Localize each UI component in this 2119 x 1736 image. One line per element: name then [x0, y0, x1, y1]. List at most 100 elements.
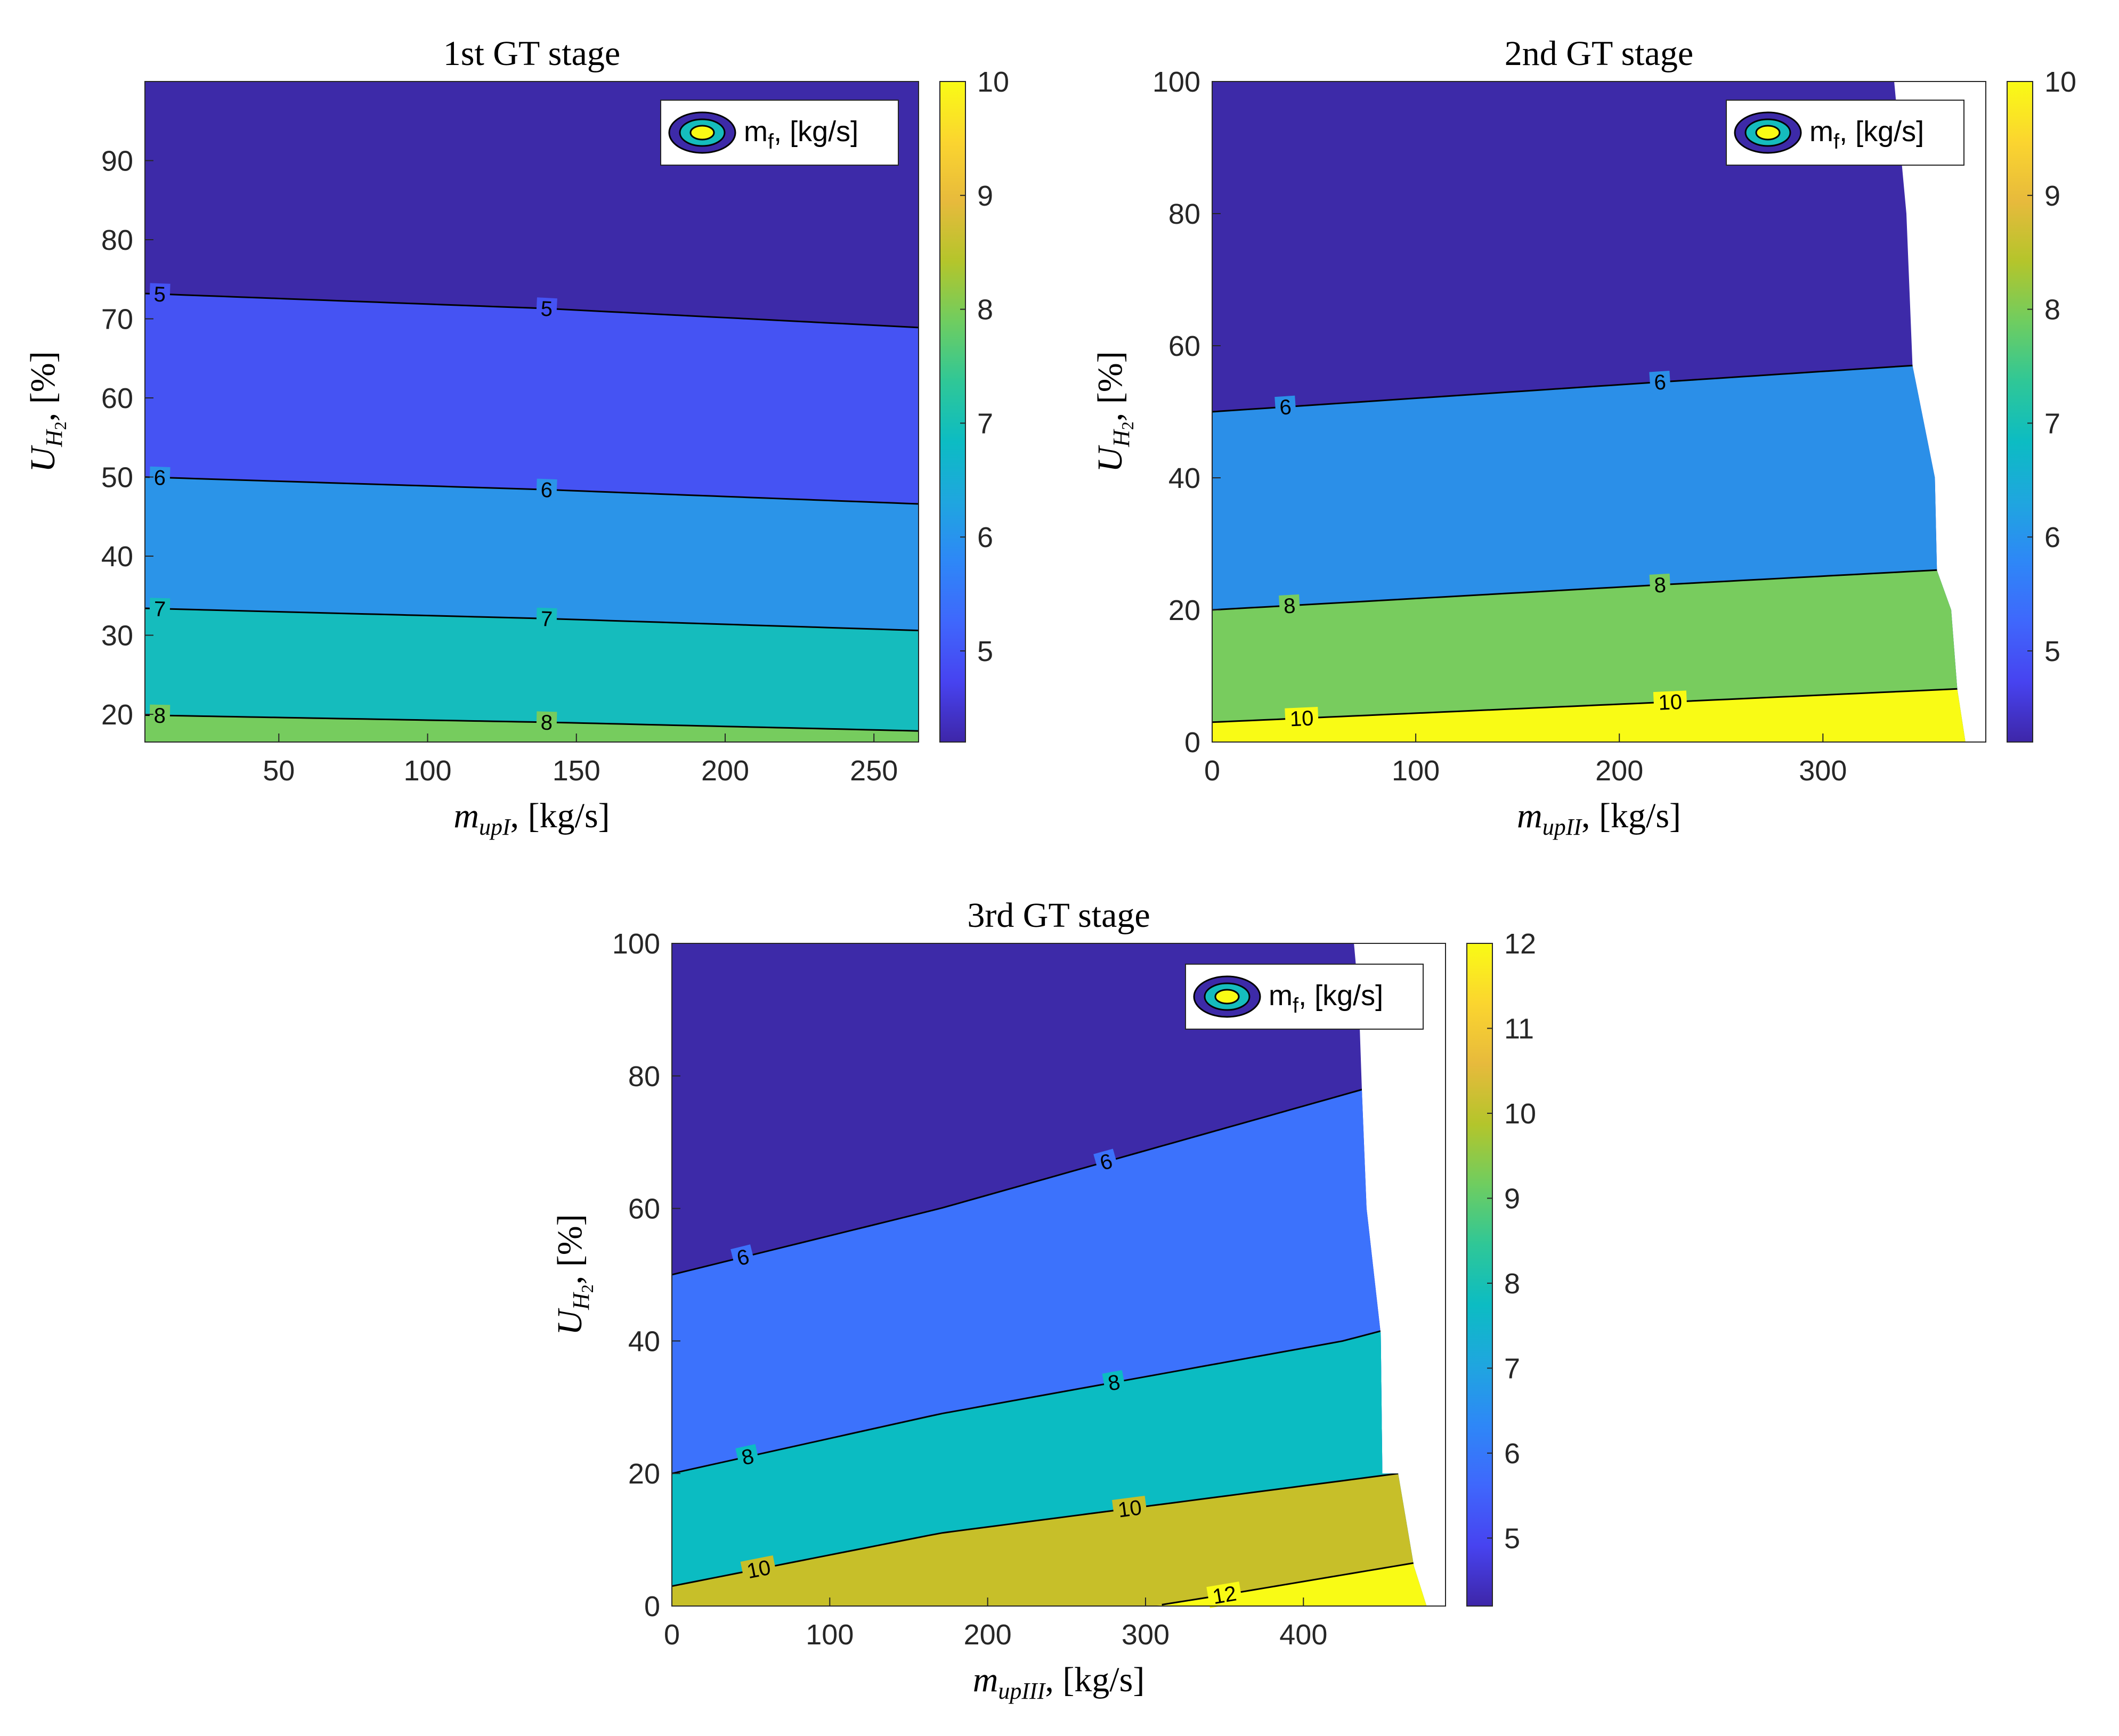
contour-band-3: [1212, 687, 1966, 742]
colorbar-tick-label: 6: [2044, 521, 2060, 553]
y-tick-label: 40: [101, 541, 133, 573]
colorbar-gradient: [2007, 81, 2033, 743]
colorbar-tick-label: 6: [977, 521, 993, 553]
contour-label-bg: [1093, 1148, 1119, 1175]
contour-label: 8: [1283, 594, 1296, 618]
chart-title: 1st GT stage: [443, 34, 620, 73]
contour-label-bg: [1274, 395, 1296, 419]
x-tick-label: 300: [1799, 755, 1847, 787]
colorbar: 5 6 7 8 9 10 11 12: [1466, 928, 1536, 1607]
y-tick-label: 60: [628, 1193, 660, 1225]
y-tick-label: 20: [628, 1458, 660, 1490]
colorbar-tick-label: 9: [1504, 1183, 1520, 1215]
x-tick-label: 200: [964, 1619, 1012, 1651]
colorbar-tick-label: 10: [977, 66, 1009, 98]
y-tick-label: 70: [101, 304, 133, 336]
colorbar-gradient: [939, 81, 966, 743]
x-tick-label: 300: [1122, 1619, 1170, 1651]
x-axis: 50 100 150 200 250: [263, 733, 898, 787]
colorbar-tick-label: 7: [977, 407, 993, 439]
contour-label: 10: [1117, 1496, 1143, 1522]
contour-lines: [1212, 360, 1966, 723]
contour-label: 7: [153, 597, 166, 621]
x-tick-label: 150: [553, 755, 600, 787]
contour-label-bg: [1285, 707, 1319, 730]
legend-label: mf, [kg/s]: [1809, 116, 1924, 153]
contour-label-bg: [1102, 1370, 1126, 1395]
y-tick-label: 60: [101, 382, 133, 414]
legend-label: mf, [kg/s]: [744, 116, 858, 153]
y-axis-label: UH2, [%]: [23, 351, 70, 472]
x-tick-label: 100: [806, 1619, 854, 1651]
y-axis: 20 30 40 50 60 70 80 90: [101, 145, 153, 731]
y-tick-label: 80: [1168, 198, 1200, 230]
contour-label: 10: [1658, 690, 1683, 715]
colorbar-gradient: [1466, 943, 1493, 1607]
contour-label-bg: [149, 466, 171, 488]
contour-label-bg: [1649, 371, 1671, 394]
contour-line-8: [1212, 566, 1966, 611]
y-tick-label: 20: [101, 699, 133, 731]
y-tick-label: 80: [101, 224, 133, 256]
contour-line-6: [672, 1065, 1427, 1276]
contour-label-bg: [1653, 690, 1687, 714]
legend-label: mf, [kg/s]: [1269, 980, 1383, 1017]
chart-title: 2nd GT stage: [1505, 34, 1693, 73]
x-tick-label: 200: [1595, 755, 1643, 787]
contour-line-10: [1212, 687, 1966, 723]
colorbar-tick-label: 8: [1504, 1268, 1520, 1300]
y-tick-label: 0: [1184, 727, 1200, 759]
x-tick-label: 0: [664, 1619, 680, 1651]
y-tick-label: 30: [101, 620, 133, 652]
contour-label-bg: [735, 1444, 760, 1470]
legend-contour-icon-inner: [1214, 989, 1240, 1005]
y-tick-label: 40: [628, 1325, 660, 1357]
contour-fill: [672, 943, 1427, 1606]
contour-label: 5: [540, 297, 553, 321]
contour-line-8: [672, 1313, 1427, 1474]
colorbar: 5 6 7 8 9 10: [939, 66, 1009, 743]
plot-frame: [1212, 81, 1986, 743]
y-tick-label: 100: [612, 928, 660, 960]
contour-label: 6: [1653, 371, 1667, 395]
y-tick-label: 80: [628, 1061, 660, 1093]
colorbar-tick-label: 5: [2044, 635, 2060, 667]
contour-label: 10: [745, 1556, 773, 1584]
y-tick-label: 40: [1168, 462, 1200, 494]
contour-lines: [145, 292, 919, 732]
contour-label-bg: [536, 607, 557, 630]
colorbar-tick-label: 9: [977, 180, 993, 212]
y-axis-label: UH2, [%]: [1091, 351, 1137, 472]
contour-line-5: [145, 292, 919, 329]
contour-label: 7: [540, 607, 553, 631]
x-tick-label: 0: [1204, 755, 1220, 787]
contour-label: 6: [153, 466, 166, 490]
colorbar-tick-label: 11: [1504, 1013, 1534, 1045]
y-axis: 0 20 40 60 80 100: [612, 928, 680, 1623]
chart-title: 3rd GT stage: [967, 896, 1150, 935]
colorbar-tick-label: 12: [1504, 928, 1536, 960]
contour-label-bg: [536, 478, 557, 501]
x-axis-label: mupI, [kg/s]: [453, 796, 610, 840]
y-axis: 0 20 40 60 80 100: [1152, 66, 1221, 759]
contour-label: 8: [1653, 573, 1667, 597]
contour-label: 10: [1289, 706, 1314, 731]
x-tick-label: 100: [403, 755, 451, 787]
contour-label: 12: [1211, 1582, 1238, 1609]
contour-line-7: [145, 607, 919, 632]
colorbar-tick-label: 6: [1504, 1438, 1520, 1470]
colorbar-tick-label: 7: [1504, 1352, 1520, 1384]
colorbar-tick-label: 9: [2044, 180, 2060, 212]
x-tick-label: 400: [1279, 1619, 1327, 1651]
contour-line-8: [145, 714, 919, 732]
contour-band-3: [145, 608, 919, 742]
colorbar-tick-label: 5: [1504, 1522, 1520, 1554]
legend: mf, [kg/s]: [1726, 100, 1964, 166]
contour-label-bg: [1649, 573, 1671, 596]
legend: mf, [kg/s]: [1185, 964, 1424, 1030]
contour-label: 8: [540, 711, 553, 735]
colorbar-tick-label: 8: [2044, 294, 2060, 326]
contour-label-bg: [149, 598, 171, 620]
